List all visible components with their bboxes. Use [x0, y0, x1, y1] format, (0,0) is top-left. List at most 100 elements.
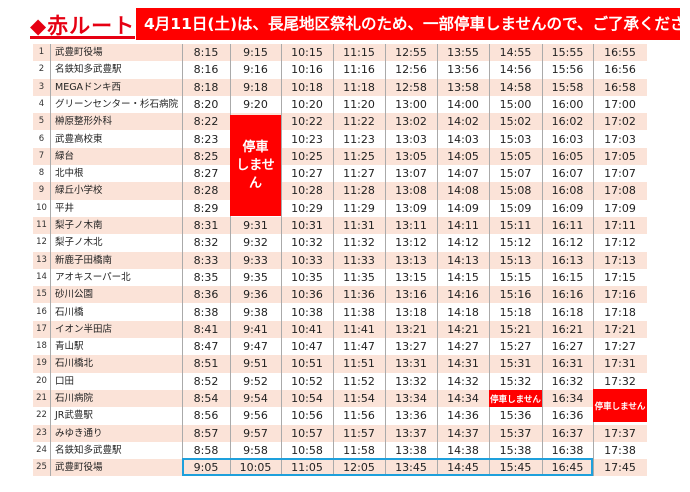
departure-time: 15:31 [499, 357, 532, 371]
stop-number: 18 [36, 341, 47, 352]
stop-name: 石川病院 [55, 393, 94, 404]
departure-time: 17:05 [604, 149, 636, 163]
stop-number: 1 [38, 47, 45, 57]
stop-name: みゆき通り [55, 427, 103, 439]
departure-time: 16:36 [551, 409, 584, 423]
departure-time: 11:16 [343, 63, 375, 77]
departure-time: 13:18 [395, 305, 427, 319]
stop-number: 9 [38, 185, 45, 196]
departure-time: 11:05 [291, 461, 323, 475]
table-row: 21 石川病院 8:54 9:54 10:54 11:54 13:34 14:34 16:34 [33, 390, 647, 408]
stop-name: 武豊町役場 [55, 47, 103, 58]
departure-time: 17:08 [604, 184, 636, 198]
column-divider [281, 44, 282, 476]
departure-time: 16:05 [551, 149, 584, 163]
departure-time: 17:03 [604, 132, 636, 146]
table-row: 22 JR武豊駅 8:56 9:56 10:56 11:56 13:36 14:36 15:36… [33, 407, 647, 424]
departure-time: 13:16 [395, 288, 427, 302]
departure-time: 14:09 [447, 201, 479, 215]
departure-time: 10:38 [291, 305, 323, 319]
departure-time: 8:35 [193, 270, 219, 284]
departure-time: 9:33 [243, 253, 268, 267]
departure-time: 9:32 [243, 236, 268, 250]
departure-time: 8:27 [193, 167, 219, 181]
departure-time: 13:34 [395, 392, 427, 405]
departure-time: 8:51 [193, 357, 219, 371]
stop-number: 17 [36, 323, 47, 334]
departure-time: 16:18 [551, 305, 584, 319]
departure-time: 16:07 [551, 167, 584, 181]
column-divider [230, 44, 231, 476]
table-row: 20 口田 8:52 9:52 10:52 11:52 13:32 14:32 15:32 16:… [33, 373, 647, 390]
departure-time: 15:15 [499, 270, 532, 284]
departure-time: 13:15 [395, 270, 427, 284]
departure-time: 13:37 [395, 426, 427, 440]
no-stop-block-16-oclock: 停車しません [593, 389, 647, 422]
departure-time: 11:31 [343, 219, 375, 232]
stop-number: 24 [36, 444, 47, 455]
departure-time: 13:13 [395, 253, 427, 267]
departure-time: 8:38 [193, 305, 219, 319]
departure-time: 17:12 [604, 236, 636, 250]
departure-time: 13:36 [395, 409, 427, 423]
departure-time: 14:36 [447, 409, 479, 423]
departure-time: 10:35 [291, 270, 323, 284]
departure-time: 15:00 [499, 97, 532, 111]
table-row: 25 武豊町役場 9:05 10:05 11:05 12:05 13:45 14:45 15:4… [33, 459, 647, 477]
table-row: 10 平井 8:29 10:29 11:29 13:09 14:09 15:09 16:09 17… [33, 200, 647, 217]
departure-time: 9:58 [243, 443, 268, 457]
stop-number: 7 [38, 150, 45, 161]
table-row: 11 梨子ノ木南 8:31 9:31 10:31 11:31 13:11 14:11 15:11… [33, 217, 647, 235]
stop-number: 16 [36, 306, 47, 317]
departure-time: 17:37 [604, 426, 636, 440]
departure-time: 14:58 [499, 80, 532, 94]
departure-time: 13:32 [395, 374, 427, 388]
stop-name: 緑台 [55, 150, 75, 162]
departure-time: 10:52 [291, 374, 323, 388]
table-row: 14 アオキスーパー北 8:35 9:35 10:35 11:35 13:15 14:15 15… [33, 269, 647, 286]
departure-time: 11:28 [343, 184, 375, 198]
departure-time: 11:23 [343, 132, 375, 146]
departure-time: 13:03 [395, 132, 427, 146]
departure-time: 16:56 [604, 63, 636, 77]
departure-time: 14:03 [447, 132, 479, 146]
departure-time: 9:36 [243, 288, 268, 302]
departure-time: 9:41 [243, 322, 268, 336]
stop-number: 15 [36, 289, 47, 300]
stop-name: 榊原整形外科 [55, 116, 113, 128]
departure-time: 15:58 [551, 80, 584, 94]
departure-time: 16:11 [551, 219, 584, 232]
departure-time: 16:16 [551, 288, 584, 302]
departure-time: 8:52 [193, 374, 219, 388]
departure-time: 14:08 [447, 184, 479, 198]
departure-time: 17:21 [604, 322, 636, 336]
departure-time: 14:45 [447, 461, 479, 475]
departure-time: 17:16 [604, 288, 636, 302]
departure-time: 11:29 [343, 201, 375, 215]
stop-number: 11 [36, 220, 47, 230]
departure-time: 9:18 [243, 80, 268, 94]
departure-time: 10:28 [291, 184, 323, 198]
stop-number: 19 [36, 358, 47, 369]
departure-time: 11:18 [343, 80, 375, 94]
stop-number: 12 [36, 237, 47, 248]
departure-time: 17:31 [604, 357, 636, 371]
departure-time: 12:58 [395, 80, 427, 94]
stop-number: 4 [38, 98, 45, 109]
stop-name: 武豊町役場 [55, 462, 103, 474]
departure-time: 15:11 [499, 219, 532, 232]
stop-name: アオキスーパー北 [55, 271, 131, 283]
stop-number: 20 [36, 375, 47, 386]
stop-name: 名鉄知多武豊駅 [55, 444, 122, 456]
departure-time: 17:02 [604, 115, 636, 129]
departure-time: 13:08 [395, 184, 427, 198]
departure-time: 8:33 [193, 253, 219, 267]
departure-time: 16:58 [604, 80, 636, 94]
departure-time: 16:00 [551, 97, 584, 111]
departure-time: 8:36 [193, 288, 219, 302]
departure-time: 10:32 [291, 236, 323, 250]
column-divider [437, 44, 438, 476]
stop-name: 梨子ノ木南 [55, 220, 103, 231]
departure-time: 14:21 [447, 322, 479, 336]
stop-name: グリーンセンター・杉石病院 [55, 98, 179, 110]
